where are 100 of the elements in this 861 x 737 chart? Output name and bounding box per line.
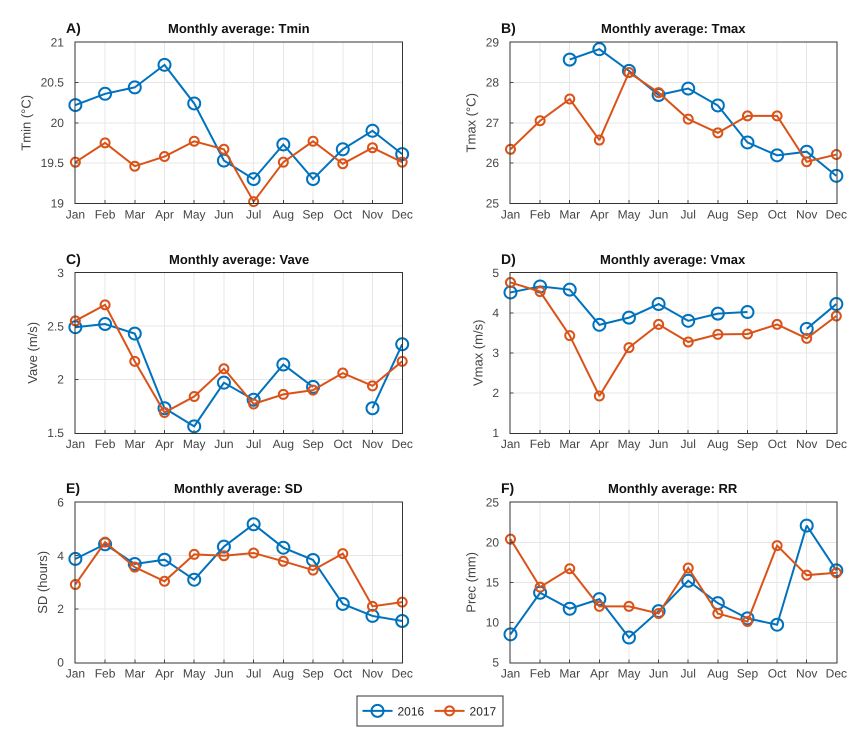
text: B) bbox=[501, 20, 516, 36]
text: C) bbox=[66, 251, 81, 267]
point bbox=[158, 58, 172, 72]
x-tick-label: Aug bbox=[707, 666, 729, 681]
x-tick-label: Oct bbox=[333, 666, 353, 681]
point bbox=[504, 144, 516, 155]
y-axis-title: Vave (m/s) bbox=[25, 322, 40, 384]
point bbox=[396, 156, 408, 168]
x-tick-label: Sep bbox=[302, 666, 324, 681]
y-tick-label: 3 bbox=[57, 266, 64, 280]
x-tick-label: Mar bbox=[124, 666, 146, 681]
point bbox=[70, 578, 81, 590]
point bbox=[365, 608, 380, 623]
point bbox=[68, 552, 82, 566]
x-tick-label: Jul bbox=[246, 666, 262, 681]
point bbox=[98, 86, 112, 101]
point bbox=[68, 98, 82, 112]
point bbox=[682, 336, 694, 348]
x-tick-label: Jun bbox=[214, 208, 234, 222]
point bbox=[70, 315, 81, 326]
x-tick-label: Nov bbox=[796, 666, 818, 681]
x-tick-label: Oct bbox=[768, 208, 788, 222]
x-tick-label: Oct bbox=[768, 437, 788, 452]
point bbox=[278, 156, 289, 168]
point bbox=[594, 600, 605, 612]
point bbox=[594, 390, 605, 402]
y-axis-title: Tmax (°C) bbox=[464, 93, 479, 152]
x-tick-label: Feb bbox=[530, 666, 551, 681]
point bbox=[308, 384, 319, 396]
x-tick-label: Aug bbox=[707, 208, 729, 222]
point bbox=[681, 82, 696, 96]
chart-title: Monthly average: Vmax bbox=[600, 252, 746, 267]
point bbox=[801, 570, 812, 581]
x-tick-label: Nov bbox=[362, 208, 384, 222]
x-tick-label: Jun bbox=[648, 208, 668, 222]
point bbox=[248, 196, 260, 208]
point bbox=[216, 376, 231, 390]
y-tick-label: 25 bbox=[486, 496, 500, 510]
text: A) bbox=[66, 20, 81, 36]
x-tick-label: May bbox=[182, 437, 206, 452]
x-tick-label: Apr bbox=[155, 437, 174, 452]
point bbox=[592, 592, 606, 606]
point bbox=[159, 151, 170, 162]
point bbox=[100, 536, 111, 548]
x-tick-label: Apr bbox=[590, 666, 609, 681]
point bbox=[246, 517, 261, 532]
y-tick-label: 10 bbox=[486, 616, 500, 630]
x-tick-label: Jul bbox=[246, 437, 262, 452]
point bbox=[801, 332, 812, 344]
point bbox=[592, 42, 606, 56]
point bbox=[276, 137, 290, 152]
x-tick-label: May bbox=[618, 208, 640, 222]
point bbox=[564, 330, 576, 342]
point bbox=[129, 160, 140, 172]
x-tick-label: Nov bbox=[796, 437, 818, 452]
y-axis-title: Vmax (m/s) bbox=[470, 320, 486, 386]
y-tick-label: 20.5 bbox=[40, 76, 64, 90]
y-tick-label: 5 bbox=[492, 656, 500, 670]
y-tick-label: 27 bbox=[486, 116, 500, 130]
point bbox=[653, 87, 664, 98]
y-tick-label: 2 bbox=[57, 372, 64, 387]
point bbox=[533, 279, 548, 294]
x-tick-label: Jan bbox=[66, 666, 86, 681]
x-tick-label: Mar bbox=[559, 666, 580, 681]
point bbox=[68, 320, 82, 334]
y-tick-label: 2 bbox=[492, 386, 500, 400]
x-tick-label: Jan bbox=[66, 437, 86, 452]
point bbox=[622, 64, 636, 78]
point bbox=[740, 305, 754, 320]
x-tick-label: Mar bbox=[124, 437, 146, 452]
point bbox=[534, 582, 546, 593]
x-tick-label: Nov bbox=[362, 666, 384, 681]
point bbox=[533, 586, 548, 600]
x-tick-label: Sep bbox=[302, 437, 324, 452]
point bbox=[592, 318, 606, 332]
x-tick-label: May bbox=[618, 666, 640, 681]
point bbox=[504, 534, 516, 545]
x-tick-label: Jul bbox=[246, 208, 262, 222]
point bbox=[336, 596, 350, 611]
chart-title: Monthly average: Vave bbox=[169, 252, 310, 267]
x-tick-label: Feb bbox=[94, 437, 116, 452]
point bbox=[158, 552, 172, 567]
point bbox=[366, 600, 378, 612]
x-tick-label: Aug bbox=[707, 437, 729, 452]
point bbox=[503, 285, 518, 300]
x-tick-label: Jan bbox=[500, 437, 520, 452]
x-tick-label: Mar bbox=[559, 208, 580, 222]
x-tick-label: Apr bbox=[590, 208, 609, 222]
point bbox=[534, 115, 546, 126]
y-tick-label: 28 bbox=[486, 76, 500, 90]
point bbox=[562, 602, 577, 616]
x-tick-label: Mar bbox=[124, 208, 146, 222]
y-tick-label: 1.5 bbox=[47, 426, 64, 440]
point bbox=[365, 124, 380, 138]
point bbox=[772, 318, 783, 330]
point bbox=[188, 391, 200, 402]
point bbox=[742, 328, 753, 340]
point bbox=[800, 518, 814, 533]
point bbox=[308, 136, 319, 147]
point bbox=[740, 135, 754, 150]
